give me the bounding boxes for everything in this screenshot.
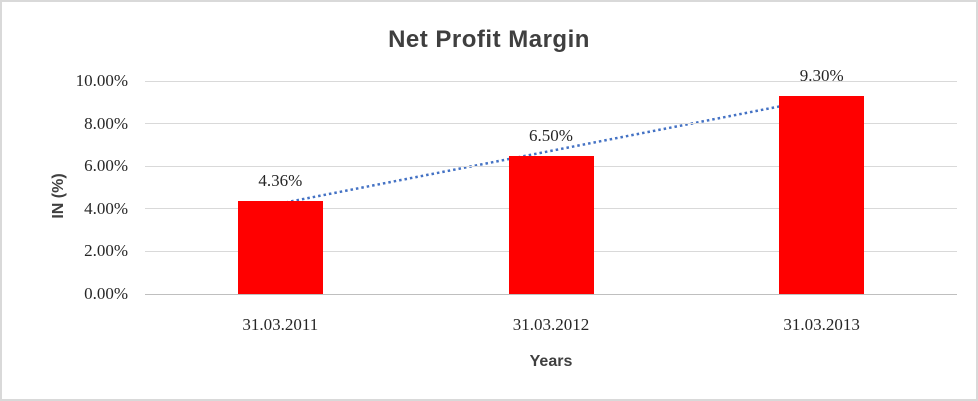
bar	[508, 155, 594, 294]
x-axis-tick-label: 31.03.2011	[242, 315, 319, 334]
data-label: 9.30%	[799, 65, 844, 85]
x-axis-tick-label: 31.03.2013	[783, 315, 860, 334]
x-axis-tick-label: 31.03.2012	[512, 315, 590, 334]
x-axis-title: Years	[529, 353, 573, 370]
y-axis-tick-label: 4.00%	[84, 198, 128, 218]
bar	[237, 201, 323, 294]
data-label: 4.36%	[258, 171, 303, 191]
x-axis-line	[145, 293, 957, 295]
y-axis-tick-label: 10.00%	[75, 71, 128, 90]
y-axis-tick-label: 8.00%	[84, 113, 128, 133]
y-axis-tick-label: 2.00%	[84, 241, 128, 261]
gridline	[145, 80, 957, 82]
data-label: 6.50%	[529, 125, 573, 145]
y-axis-tick-label: 0.00%	[84, 284, 128, 303]
bar	[779, 95, 865, 294]
y-axis-tick-label: 6.00%	[84, 156, 128, 176]
gridline	[145, 123, 957, 125]
chart-title: Net Profit Margin	[388, 26, 590, 53]
